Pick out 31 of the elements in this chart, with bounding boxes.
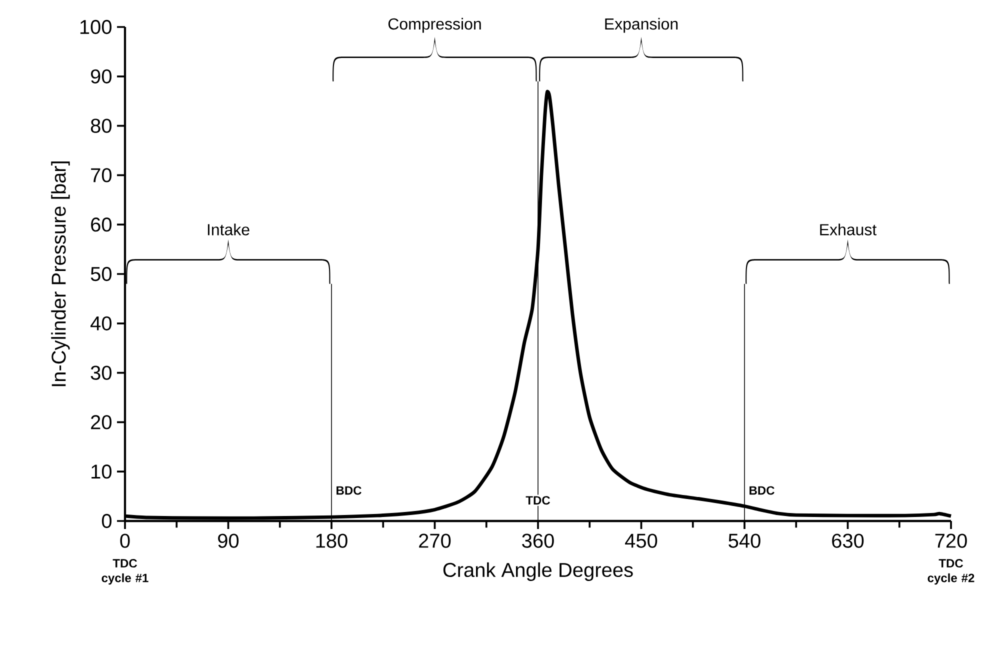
text: TDC cycle #1 (102, 559, 148, 585)
y-tick-label: 0 (102, 514, 112, 528)
x-tick-label: 0 (120, 534, 130, 548)
x-tick-label: 90 (218, 534, 239, 548)
x-tick-label: 360 (522, 534, 554, 548)
y-tick-label: 100 (80, 20, 112, 34)
y-tick-label: 30 (90, 366, 112, 380)
text: TDC cycle #2 (928, 559, 974, 585)
x-tick-label: 180 (316, 534, 348, 548)
x-tick-label: 630 (832, 534, 864, 548)
y-axis-title: In-Cylinder Pressure [bar] (51, 162, 70, 386)
y-tick-label: 90 (90, 69, 112, 84)
annotation: Expansion (605, 18, 678, 33)
annotation: Compression (388, 18, 481, 33)
ref-line-label: TDC (526, 496, 550, 505)
y-tick-label: 50 (90, 266, 112, 282)
x-tick-label: 270 (419, 534, 451, 548)
ref-line-label: BDC (336, 486, 362, 495)
x-tick-label: 720 (935, 534, 967, 548)
y-tick-label: 70 (91, 168, 112, 182)
annotation: Intake (208, 224, 250, 236)
y-tick-label: 20 (91, 415, 112, 430)
ref-line-label: BDC (750, 486, 774, 495)
x-axis-title: Crank Angle Degrees (443, 562, 633, 581)
y-tick-label: 80 (90, 118, 112, 133)
y-tick-label: 60 (91, 218, 112, 232)
y-tick-label: 40 (90, 316, 112, 330)
annotation: Exhaust (820, 224, 877, 236)
x-tick-label: 450 (625, 534, 658, 548)
x-tick-label: 540 (728, 534, 760, 548)
y-tick-label: 10 (92, 464, 112, 479)
